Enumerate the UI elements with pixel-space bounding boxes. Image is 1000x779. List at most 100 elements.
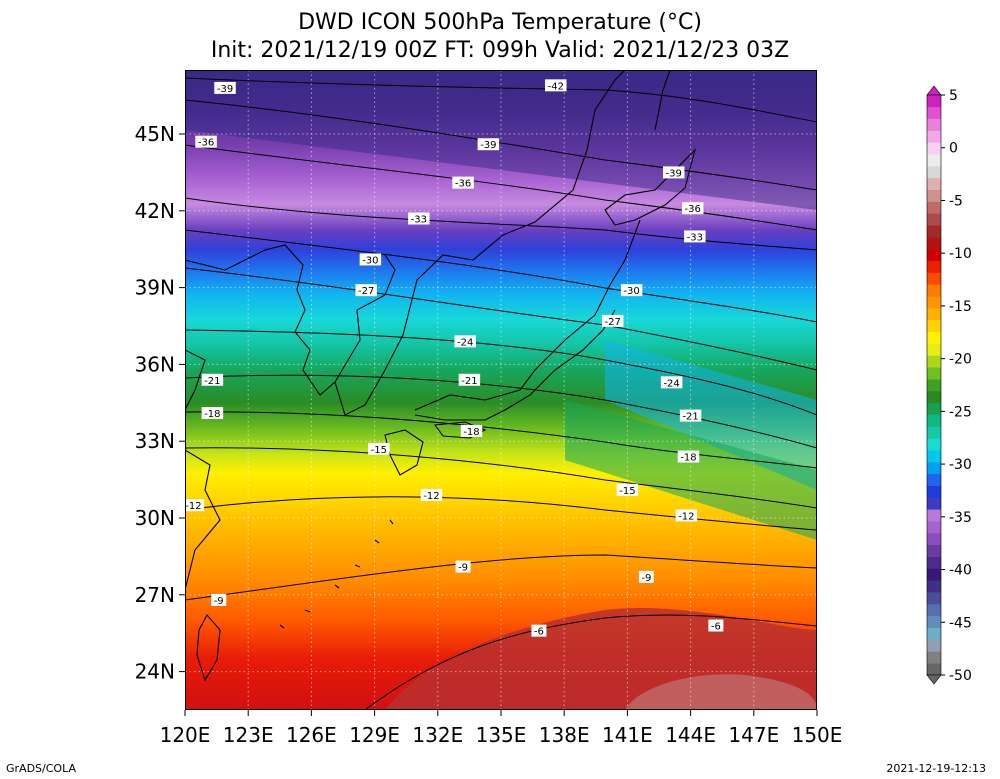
x-tick-label: 141E xyxy=(602,723,653,747)
colorbar-swatch xyxy=(927,603,941,617)
contour-label-text: -15 xyxy=(371,445,387,456)
isotherm--9 xyxy=(184,554,818,601)
contour-label-bg xyxy=(638,570,654,583)
contour-label-text: -39 xyxy=(666,168,682,179)
colorbar-swatch xyxy=(927,201,941,214)
contour-label-text: -18 xyxy=(204,409,220,420)
isotherm--21 xyxy=(184,374,818,449)
contour-label: -27 xyxy=(355,284,377,297)
coast-kyushu xyxy=(384,429,424,476)
colorbar-swatch xyxy=(927,248,941,262)
colorbar-swatch xyxy=(927,130,941,143)
contour-label-bg xyxy=(601,314,624,327)
coast-china-east xyxy=(184,349,206,411)
contour-label-bg xyxy=(460,424,483,437)
contour-label: -33 xyxy=(684,230,706,243)
contour-label-text: -36 xyxy=(685,204,701,215)
isotherm--42 xyxy=(184,77,818,123)
colorbar-swatch xyxy=(927,367,941,380)
longitude-ticks: 120E 123E 126E 129E 132E 135E 138E 141E 144E 147E… xyxy=(160,710,842,747)
coast-china-south xyxy=(184,449,221,591)
colorbar-swatch xyxy=(927,331,941,344)
contour-label-bg xyxy=(201,373,224,386)
contour-label-text: -39 xyxy=(480,140,496,151)
contour-label-bg xyxy=(452,176,474,189)
colorbar-max-arrow xyxy=(926,85,942,96)
latitude-ticks: 24N 27N 30N 33N 36N 39N 42N 45N xyxy=(135,122,185,684)
coastlines xyxy=(184,69,697,682)
contour-label: -9 xyxy=(211,593,227,607)
colorbar-swatch xyxy=(927,272,941,285)
contour-label-bg xyxy=(368,442,390,455)
contour-label-bg xyxy=(545,79,567,92)
contour-label: -9 xyxy=(638,570,654,584)
x-tick-label: 147E xyxy=(728,723,779,747)
y-tick-label: 39N xyxy=(135,276,175,300)
contour-label: -18 xyxy=(460,424,483,438)
colorbar-swatch xyxy=(927,237,941,250)
colorbar-swatches xyxy=(926,85,942,685)
contour-label: -21 xyxy=(458,373,481,387)
coast-hokkaido xyxy=(604,148,697,226)
cold-tongue-east xyxy=(605,340,817,490)
colorbar-swatch xyxy=(927,426,941,439)
contour-label-bg xyxy=(662,166,685,179)
map-frame xyxy=(185,70,817,710)
colorbar-label: -40 xyxy=(949,563,972,579)
colorbar-swatch xyxy=(927,627,941,640)
colorbar-label: -45 xyxy=(949,615,972,631)
contour-label: -15 xyxy=(368,442,390,456)
isotherm--39 xyxy=(184,99,818,191)
y-tick-label: 36N xyxy=(135,352,175,376)
y-tick-label: 24N xyxy=(135,660,175,684)
contour-label: -30 xyxy=(359,253,382,266)
contour-label-bg xyxy=(681,202,704,215)
contour-label-text: -42 xyxy=(548,81,564,92)
contour-label-text: -39 xyxy=(217,84,233,95)
contour-label-text: -27 xyxy=(604,317,620,328)
colorbar-label: 5 xyxy=(949,88,958,104)
contour-label: -12 xyxy=(182,499,205,512)
contour-label-text: -9 xyxy=(641,573,651,584)
colorbar-swatch xyxy=(927,213,941,226)
colorbar-swatch xyxy=(927,592,941,605)
colorbar-swatch xyxy=(927,556,941,569)
colorbar-labels: 5 0 -5 -10 -15 -20 -25 -30 -35 -40 -45 -50 xyxy=(941,88,972,684)
footer-credit: GrADS/COLA xyxy=(6,762,76,775)
cold-core-northeast xyxy=(185,70,817,210)
colorbar-label: -50 xyxy=(949,668,972,684)
colorbar-swatch xyxy=(927,177,941,190)
contour-label-bg xyxy=(408,212,430,225)
contour-label-bg xyxy=(455,560,471,573)
contour-label-text: -21 xyxy=(204,376,220,387)
colorbar-swatch xyxy=(927,402,941,415)
contour-label-text: -21 xyxy=(682,412,698,423)
colorbar-swatch xyxy=(927,497,941,510)
isotherm--18 xyxy=(184,411,818,469)
colorbar-label: -30 xyxy=(949,457,972,473)
colorbar-swatch xyxy=(927,118,941,131)
contour-label: -30 xyxy=(620,284,643,297)
coast-honshu xyxy=(414,219,641,411)
colorbar-label: -25 xyxy=(949,404,972,420)
contour-label-bg xyxy=(420,488,443,501)
contour-label-text: -36 xyxy=(455,179,471,190)
contour-label: -6 xyxy=(708,619,724,633)
coast-honshu-south xyxy=(414,309,616,421)
contour-label-bg xyxy=(677,450,700,463)
contour-label-bg xyxy=(355,284,377,297)
colorbar-swatch xyxy=(927,544,941,557)
colorbar-label: -15 xyxy=(949,299,972,315)
colorbar-label: 0 xyxy=(949,141,958,157)
colorbar-swatch xyxy=(927,521,941,534)
contour-label-text: -30 xyxy=(362,255,378,266)
contour-label-text: -15 xyxy=(619,486,635,497)
contour-label: -24 xyxy=(660,376,683,389)
isotherm--6 xyxy=(364,614,818,711)
contour-label-bg xyxy=(195,135,217,148)
colorbar-swatch xyxy=(927,106,941,119)
contour-label-bg xyxy=(454,335,476,348)
x-tick-label: 144E xyxy=(665,723,716,747)
y-tick-label: 33N xyxy=(135,429,175,453)
x-tick-label: 135E xyxy=(476,723,527,747)
